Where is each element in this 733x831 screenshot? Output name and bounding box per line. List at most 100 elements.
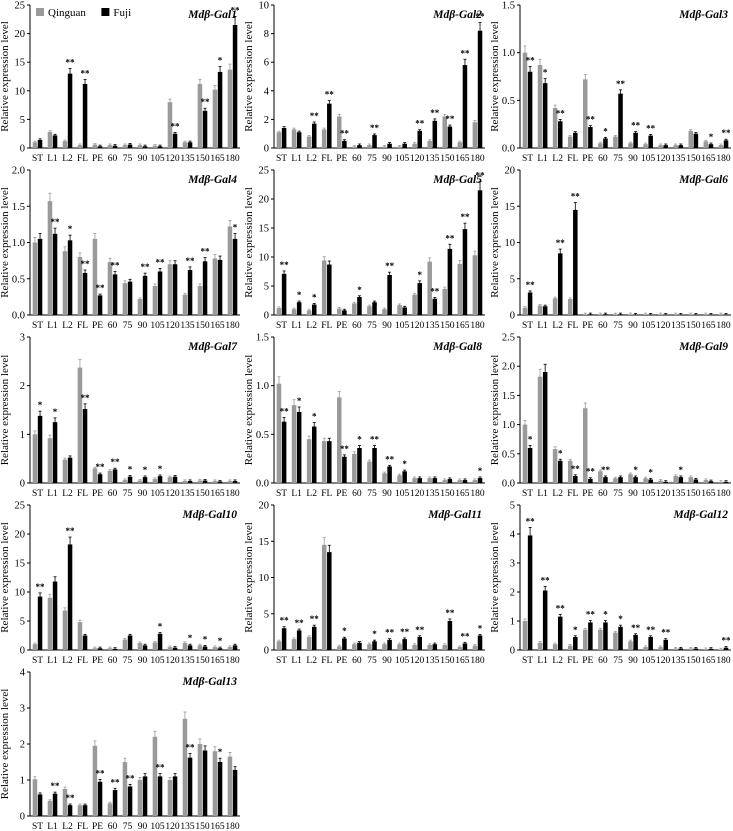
significance-label: ** [370,435,380,445]
bar [202,750,208,816]
bar [472,255,478,315]
bar [327,552,332,650]
bar [311,626,317,650]
y-tick-label: 0 [20,812,25,823]
x-tick-label: 105 [150,154,165,164]
bar [552,644,558,650]
x-tick-label: 75 [123,822,133,831]
chart-panel: 0 5 10 15 20 25 Relative expression level Mdβ-G… [0,1,240,165]
x-tick-label: 75 [367,321,377,331]
bar [37,596,43,650]
panel-title: Mdβ-Gal7 [187,341,238,353]
significance-label: ** [96,768,106,778]
bar [477,190,483,315]
bar [291,639,297,650]
bar [567,460,573,483]
x-tick-label: 180 [225,489,240,499]
significance-label: ** [201,247,211,257]
bar [306,439,312,483]
bar [306,636,312,650]
x-tick-label: 90 [138,321,148,331]
significance-label: ** [111,777,121,787]
bar [447,621,453,650]
significance-label: ** [445,233,455,243]
significance-label: ** [601,465,611,475]
y-tick-label: 3 [510,559,515,570]
x-tick-label: L1 [47,321,58,331]
bar [552,449,558,483]
bar [32,242,38,315]
significance-label: ** [445,114,455,124]
significance-label: * [357,435,362,445]
bar [628,641,633,650]
y-tick-label: 1.5 [502,391,515,402]
legend: Qinguan Fuji [36,7,131,19]
bar [327,441,332,483]
significance-label: ** [111,457,121,467]
y-tick-label: 4 [510,530,516,541]
x-tick-label: L1 [47,154,58,164]
significance-label: ** [186,743,196,753]
legend-label: Fuji [113,7,131,19]
significance-label: ** [541,575,551,585]
significance-label: * [188,633,193,643]
y-axis-label: Relative expression level [0,522,11,633]
significance-label: ** [571,192,581,202]
x-tick-label: 120 [165,822,180,831]
significance-label: ** [631,623,641,633]
bar [112,469,118,483]
x-tick-label: 180 [716,154,731,164]
significance-label: ** [310,614,320,624]
bar [537,376,543,483]
x-tick-label: 75 [123,321,133,331]
bar [157,633,163,650]
significance-label: ** [556,603,566,613]
bar [281,273,287,315]
significance-label: ** [81,68,91,78]
bar [537,65,543,148]
bar [412,143,417,148]
y-tick-label: 0.5 [502,96,515,107]
significance-label: * [297,396,302,406]
x-tick-label: 165 [210,154,225,164]
x-tick-label: 105 [641,489,656,499]
bar [648,479,653,483]
x-tick-label: 120 [410,154,425,164]
x-tick-label: FL [77,489,88,499]
bar [227,69,233,148]
x-tick-label: ST [32,489,43,499]
bar [276,132,282,148]
bar [342,638,347,650]
bar [182,294,188,315]
bar [152,286,158,315]
x-tick-label: L1 [47,489,58,499]
bar [276,308,282,315]
bar [197,286,203,315]
y-tick-label: 5 [20,617,25,628]
bar [32,434,38,483]
bar [703,480,709,483]
significance-label: * [143,465,148,475]
significance-label: ** [81,393,91,403]
bar [633,132,638,148]
significance-label: ** [231,5,241,15]
bar [137,780,143,816]
bar [97,781,103,816]
bar [372,641,377,650]
x-tick-label: 135 [180,321,195,331]
x-tick-label: 75 [613,489,623,499]
significance-label: ** [66,793,76,803]
bar [77,622,83,650]
bar [291,309,297,315]
significance-label: ** [460,48,470,58]
y-tick-label: 20 [505,166,516,177]
y-tick-label: 2.5 [502,333,515,344]
bar [37,415,43,483]
significance-label: ** [556,108,566,118]
significance-label: ** [722,128,732,138]
bar [522,307,528,315]
bar [462,480,468,483]
x-tick-label: 90 [138,154,148,164]
bar [567,299,573,315]
significance-label: * [38,400,43,410]
